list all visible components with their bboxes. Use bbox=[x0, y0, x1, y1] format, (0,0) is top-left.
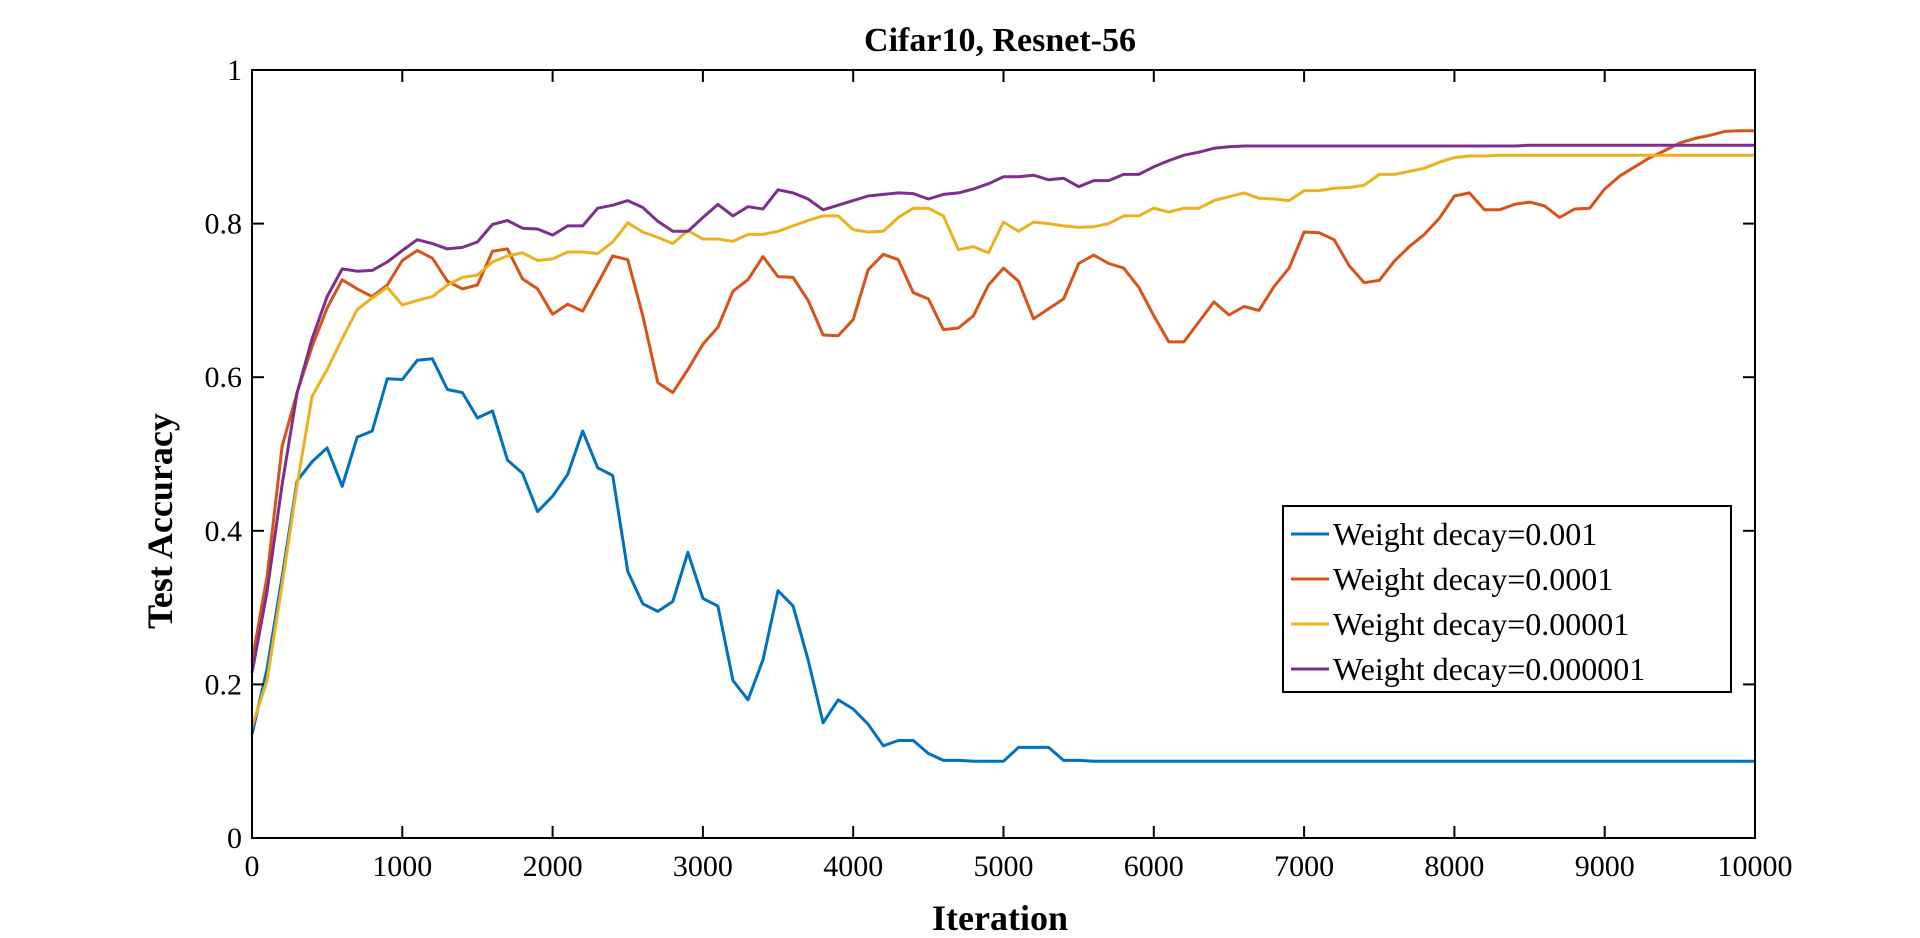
series-line-3 bbox=[250, 153, 1755, 728]
y-tick-label: 0 bbox=[227, 822, 242, 855]
series-line-4 bbox=[250, 143, 1755, 674]
x-axis-label: Iteration bbox=[932, 898, 1068, 938]
y-tick-label: 0.2 bbox=[205, 668, 243, 701]
y-tick-label: 0.4 bbox=[205, 515, 243, 548]
x-tick-label: 9000 bbox=[1575, 850, 1635, 883]
x-tick-label: 7000 bbox=[1274, 850, 1334, 883]
legend-entry: Weight decay=0.001 bbox=[1333, 516, 1597, 552]
x-tick-label: 4000 bbox=[823, 850, 883, 883]
x-tick-label: 6000 bbox=[1124, 850, 1184, 883]
legend-entry: Weight decay=0.00001 bbox=[1333, 606, 1629, 642]
y-axis-label: Test Accuracy bbox=[140, 413, 180, 629]
x-tick-label: 3000 bbox=[673, 850, 733, 883]
chart-title: Cifar10, Resnet-56 bbox=[864, 22, 1136, 59]
series-line-2 bbox=[250, 129, 1755, 662]
legend: Weight decay=0.001 Weight decay=0.0001 Wei… bbox=[1282, 505, 1732, 693]
x-tick-label: 1000 bbox=[372, 850, 432, 883]
x-tick-label: 10000 bbox=[1718, 850, 1793, 883]
y-tick-label: 0.6 bbox=[205, 361, 243, 394]
x-tick-label: 0 bbox=[245, 850, 260, 883]
x-tick-label: 8000 bbox=[1424, 850, 1484, 883]
y-tick-label: 0.8 bbox=[205, 208, 243, 241]
axis-ticks: 0 1000 2000 3000 4000 5000 6000 7000 8000 9000 100… bbox=[205, 54, 1793, 883]
legend-box bbox=[1282, 505, 1732, 693]
x-tick-label: 5000 bbox=[974, 850, 1034, 883]
legend-entry: Weight decay=0.0001 bbox=[1333, 561, 1613, 597]
legend-entry: Weight decay=0.000001 bbox=[1333, 651, 1645, 687]
series-layer bbox=[250, 129, 1755, 763]
series-line-1 bbox=[250, 357, 1755, 763]
y-tick-label: 1 bbox=[227, 54, 242, 87]
x-tick-label: 2000 bbox=[523, 850, 583, 883]
